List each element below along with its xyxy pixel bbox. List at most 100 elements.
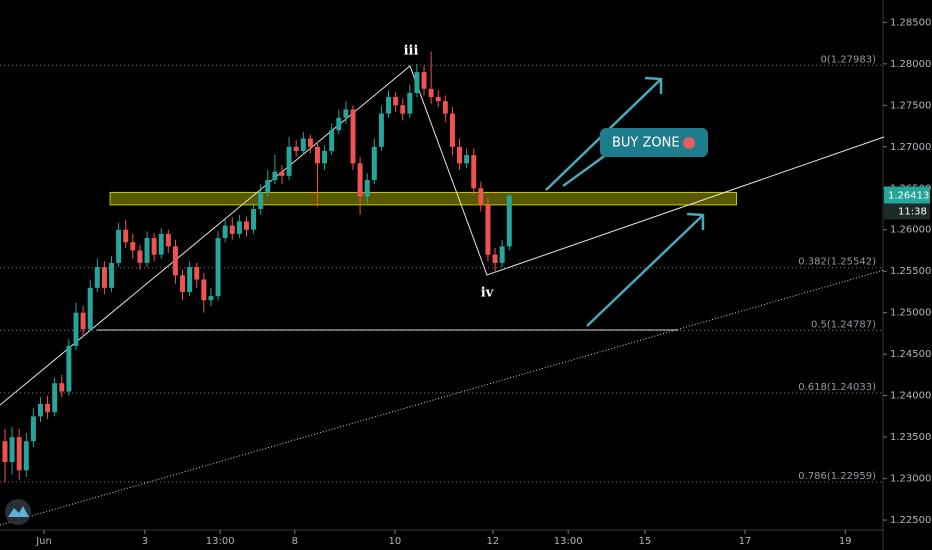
x-tick-label: 12 [487, 536, 500, 547]
y-tick-label: 1.23000 [890, 474, 931, 485]
candle-body [492, 254, 498, 263]
fib-label: 0.786(1.22959) [798, 471, 876, 482]
candle-body [94, 267, 100, 288]
candle-body [272, 171, 278, 180]
candle-body [343, 109, 349, 118]
candle-body [407, 92, 413, 114]
candle-body [151, 238, 157, 255]
candle-body [215, 238, 221, 297]
y-tick-label: 1.24500 [890, 349, 931, 360]
zone-layer [109, 191, 738, 206]
arrow [562, 150, 611, 188]
time-tag-label: 11:38 [898, 206, 927, 217]
fib-label: 0.382(1.25542) [798, 257, 876, 268]
wave-label: iii [404, 44, 419, 59]
candles-layer [2, 51, 512, 483]
candle-body [464, 155, 470, 164]
fib-label: 0.618(1.24033) [798, 382, 876, 393]
price-tag-label: 1.26413 [888, 190, 929, 201]
y-tick-label: 1.23500 [890, 432, 931, 443]
y-tick-label: 1.26000 [890, 225, 931, 236]
candle-body [258, 192, 264, 210]
buy-zone-icon [683, 137, 695, 149]
candle-body [66, 345, 72, 392]
candle-body [364, 179, 370, 197]
arrow [586, 215, 703, 327]
x-tick-label: 15 [639, 536, 652, 547]
candle-body [314, 146, 320, 164]
candle-body [393, 97, 399, 106]
logo-mark [8, 506, 29, 517]
candle-body [307, 138, 313, 147]
axes-layer: 1.22500 1.23000 1.23500 1.24000 1.24500 1.250… [35, 17, 931, 547]
candle-body [357, 163, 363, 197]
candle-body [449, 113, 455, 147]
candle-body [222, 225, 228, 239]
time-tag [884, 203, 930, 220]
candle-body [442, 101, 448, 114]
candle-body [350, 109, 356, 164]
buy-zone [109, 191, 738, 206]
candle-body [16, 437, 22, 471]
candle-body [251, 209, 257, 230]
candle-body [137, 250, 143, 263]
candle-body [52, 383, 58, 413]
candle-body [165, 233, 171, 247]
candle-body [59, 383, 65, 392]
wave-line [0, 65, 885, 406]
candle-body [9, 437, 15, 462]
x-tick-label: 3 [142, 536, 148, 547]
candle-body [30, 416, 36, 442]
candle-body [243, 221, 249, 230]
candle-body [208, 296, 214, 301]
candle-body [23, 441, 29, 471]
candle-body [279, 171, 285, 176]
candle-body [386, 97, 391, 114]
candle-body [457, 146, 463, 164]
candle-body [2, 441, 8, 462]
y-tick-label: 1.24000 [890, 391, 931, 402]
x-tick-label: 17 [739, 536, 752, 547]
candle-body [80, 312, 86, 330]
candle-body [400, 105, 406, 114]
fib-label: 0(1.27983) [820, 54, 876, 65]
candle-body [236, 221, 242, 234]
y-tick-label: 1.27500 [890, 100, 931, 111]
y-tick-label: 1.27000 [890, 142, 931, 153]
candle-body [265, 179, 271, 193]
candle-body [336, 117, 342, 131]
candle-body [414, 72, 420, 93]
candle-body [158, 233, 164, 255]
x-tick-label: 10 [389, 536, 402, 547]
x-tick-label: Jun [35, 536, 52, 547]
y-tick-label: 1.25000 [890, 308, 931, 319]
logo [5, 499, 31, 525]
candle-body [187, 267, 193, 292]
buy-zone-bubble [600, 128, 708, 157]
price-tag [884, 186, 930, 204]
candle-body [130, 242, 136, 251]
candle-body [109, 262, 114, 288]
candle-body [478, 188, 484, 205]
x-tick-label: 13:00 [206, 536, 235, 547]
y-tick-label: 1.22500 [890, 515, 931, 526]
candle-body [201, 279, 207, 301]
candle-body [172, 246, 178, 276]
candle-body [421, 72, 427, 89]
candle-body [37, 403, 43, 417]
candle-body [428, 88, 434, 98]
candle-body [73, 312, 79, 346]
candle-body [45, 403, 51, 413]
candle-body [378, 113, 384, 147]
candle-body [499, 246, 505, 263]
x-tick-label: 8 [292, 536, 298, 547]
y-tick-label: 1.28500 [890, 17, 931, 28]
candle-body [116, 229, 122, 263]
candle-body [180, 275, 186, 292]
trend-line [0, 269, 885, 526]
candle-body [506, 195, 512, 247]
candle-body [322, 150, 328, 164]
